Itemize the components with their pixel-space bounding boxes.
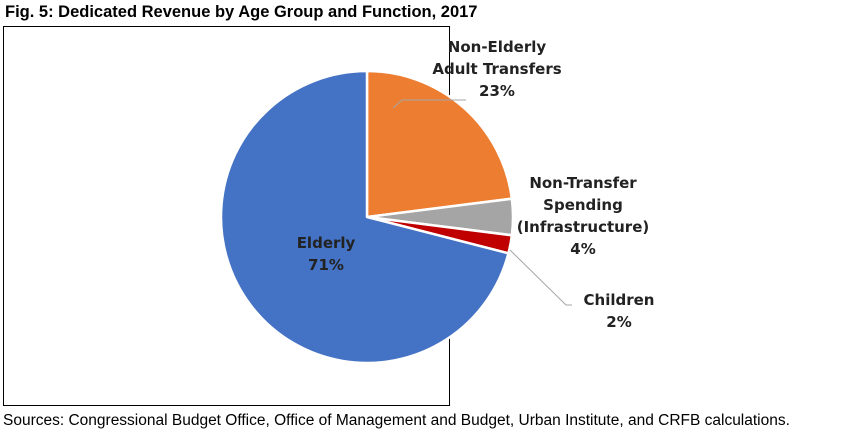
source-note: Sources: Congressional Budget Office, Of… <box>3 412 790 429</box>
data-label-name-elderly: Elderly <box>297 234 356 252</box>
data-label-percent-elderly: 71% <box>308 256 344 274</box>
data-label-name-non-transfer-spending-infrastructure: Spending <box>543 196 623 214</box>
data-label-name-children: Children <box>584 291 655 309</box>
pie-slice-non-elderly-adult-transfers <box>365 69 514 219</box>
data-label-name-non-elderly-adult-transfers: Non-Elderly <box>448 38 547 56</box>
data-label-percent-non-elderly-adult-transfers: 23% <box>479 82 515 100</box>
data-label-name-non-transfer-spending-infrastructure: Non-Transfer <box>529 174 637 192</box>
leader-line-non-elderly-adult-transfers <box>392 99 466 109</box>
leader-line-children <box>509 249 572 306</box>
pie-slice-elderly <box>219 69 510 365</box>
data-label-name-non-elderly-adult-transfers: Adult Transfers <box>432 60 561 78</box>
data-label-name-non-transfer-spending-infrastructure: (Infrastructure) <box>517 218 650 236</box>
data-label-percent-children: 2% <box>606 313 631 331</box>
data-label-percent-non-transfer-spending-infrastructure: 4% <box>570 240 595 258</box>
chart-title: Fig. 5: Dedicated Revenue by Age Group a… <box>5 3 478 21</box>
